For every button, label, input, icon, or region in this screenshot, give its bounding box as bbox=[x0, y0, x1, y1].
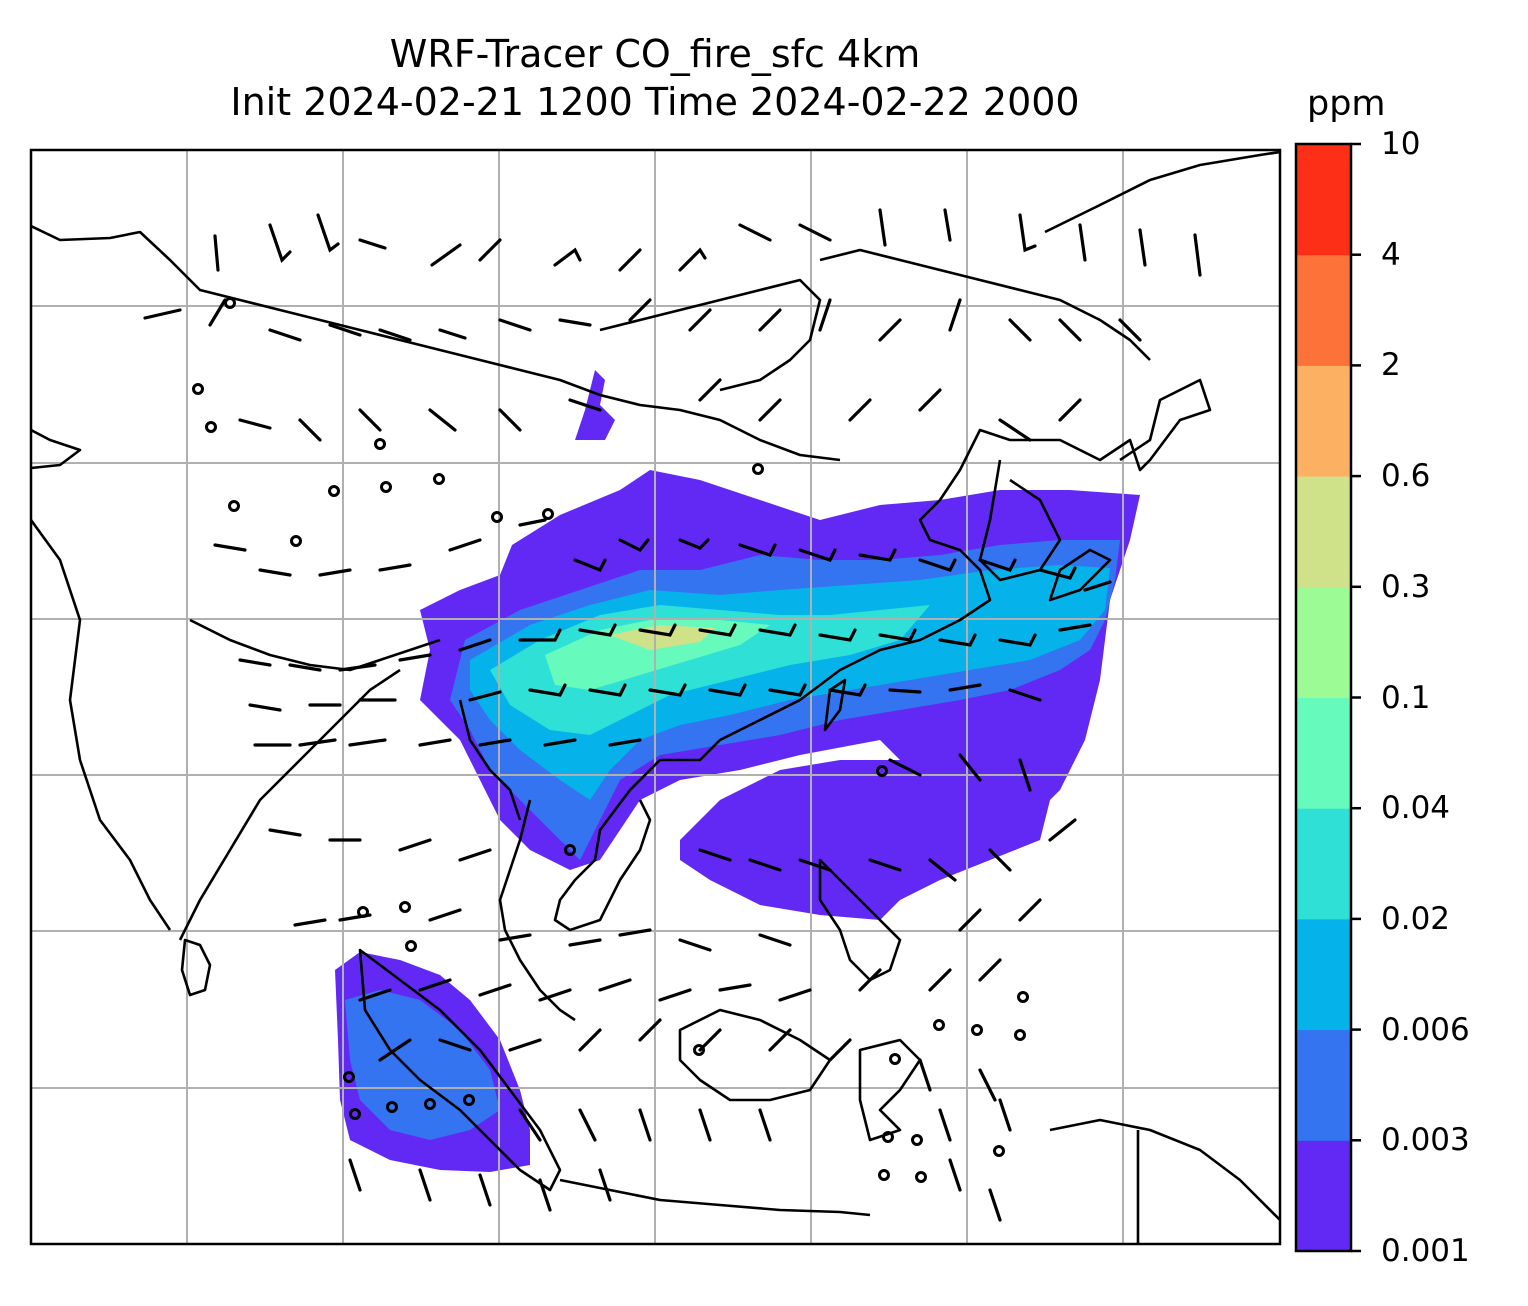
border-mongolia bbox=[599, 278, 822, 392]
colorbar-tick-label: 0.04 bbox=[1381, 790, 1451, 827]
colorbar-segment bbox=[1296, 254, 1351, 366]
border-north bbox=[31, 224, 841, 462]
colorbar-segment bbox=[1296, 1140, 1351, 1252]
coast-india-west bbox=[31, 519, 172, 931]
colorbar-tick-label: 0.006 bbox=[1381, 1011, 1470, 1048]
colorbar-tick-label: 0.02 bbox=[1381, 900, 1451, 937]
map-frame bbox=[29, 148, 1282, 1246]
coast-malay-peninsula bbox=[498, 799, 576, 1022]
colorbar-tick-label: 0.1 bbox=[1381, 679, 1431, 716]
colorbar-tick-label: 4 bbox=[1381, 236, 1401, 273]
coast-sumatra bbox=[358, 948, 562, 1192]
colorbar-segment bbox=[1296, 365, 1351, 477]
plume-lowest-myanmar-extension bbox=[575, 370, 615, 440]
coast-taiwan bbox=[823, 678, 847, 732]
coast-india-east bbox=[178, 668, 401, 941]
wind-barbs bbox=[143, 208, 1202, 1222]
coast-china-korea-japan bbox=[1044, 150, 1280, 234]
gridlines bbox=[31, 150, 1280, 1244]
chart-title-line2: Init 2024-02-21 1200 Time 2024-02-22 200… bbox=[230, 80, 1080, 124]
coastlines bbox=[31, 150, 1280, 1244]
border-mekong bbox=[458, 699, 522, 821]
colorbar-tick-label: 0.6 bbox=[1381, 458, 1431, 495]
colorbar-segment bbox=[1296, 1029, 1351, 1141]
chart-title-line1: WRF-Tracer CO_fire_sfc 4km bbox=[389, 32, 921, 76]
border-himalaya bbox=[189, 618, 441, 672]
colorbar-units-label: ppm bbox=[1307, 84, 1386, 124]
coast-west-edge bbox=[31, 428, 82, 470]
plume-high-band bbox=[545, 618, 770, 690]
colorbar-segment bbox=[1296, 586, 1351, 698]
plume-top-core bbox=[610, 625, 715, 650]
coast-sri-lanka bbox=[180, 938, 212, 997]
calm-wind-markers bbox=[192, 297, 1029, 1183]
colorbar-segment bbox=[1296, 697, 1351, 809]
colorbar-segment bbox=[1296, 808, 1351, 920]
plume-lowest-philippines bbox=[680, 760, 1050, 920]
coast-new-guinea bbox=[1049, 1118, 1280, 1221]
colorbar-tick-label: 0.003 bbox=[1381, 1122, 1470, 1159]
colorbar-segment bbox=[1296, 918, 1351, 1031]
coast-java bbox=[559, 1178, 871, 1217]
coast-philippines bbox=[818, 858, 902, 982]
coast-japan bbox=[1048, 548, 1112, 602]
colorbar-tick-label: 10 bbox=[1381, 126, 1421, 162]
coast-indochina bbox=[553, 789, 652, 932]
colorbar-tick-label: 2 bbox=[1381, 347, 1401, 384]
colorbar-tick-label: 0.001 bbox=[1381, 1233, 1470, 1269]
plume-low-sumatra bbox=[345, 990, 500, 1140]
colorbar-tick-label: 0.3 bbox=[1381, 568, 1431, 605]
colorbar-segment bbox=[1296, 476, 1351, 588]
coast-east-china bbox=[629, 378, 1212, 791]
coast-sulawesi bbox=[858, 1038, 922, 1142]
coast-borneo bbox=[678, 1008, 832, 1102]
coast-korea bbox=[978, 459, 1062, 582]
colorbar-segment bbox=[1296, 144, 1351, 256]
border-east-russia bbox=[819, 248, 1151, 361]
